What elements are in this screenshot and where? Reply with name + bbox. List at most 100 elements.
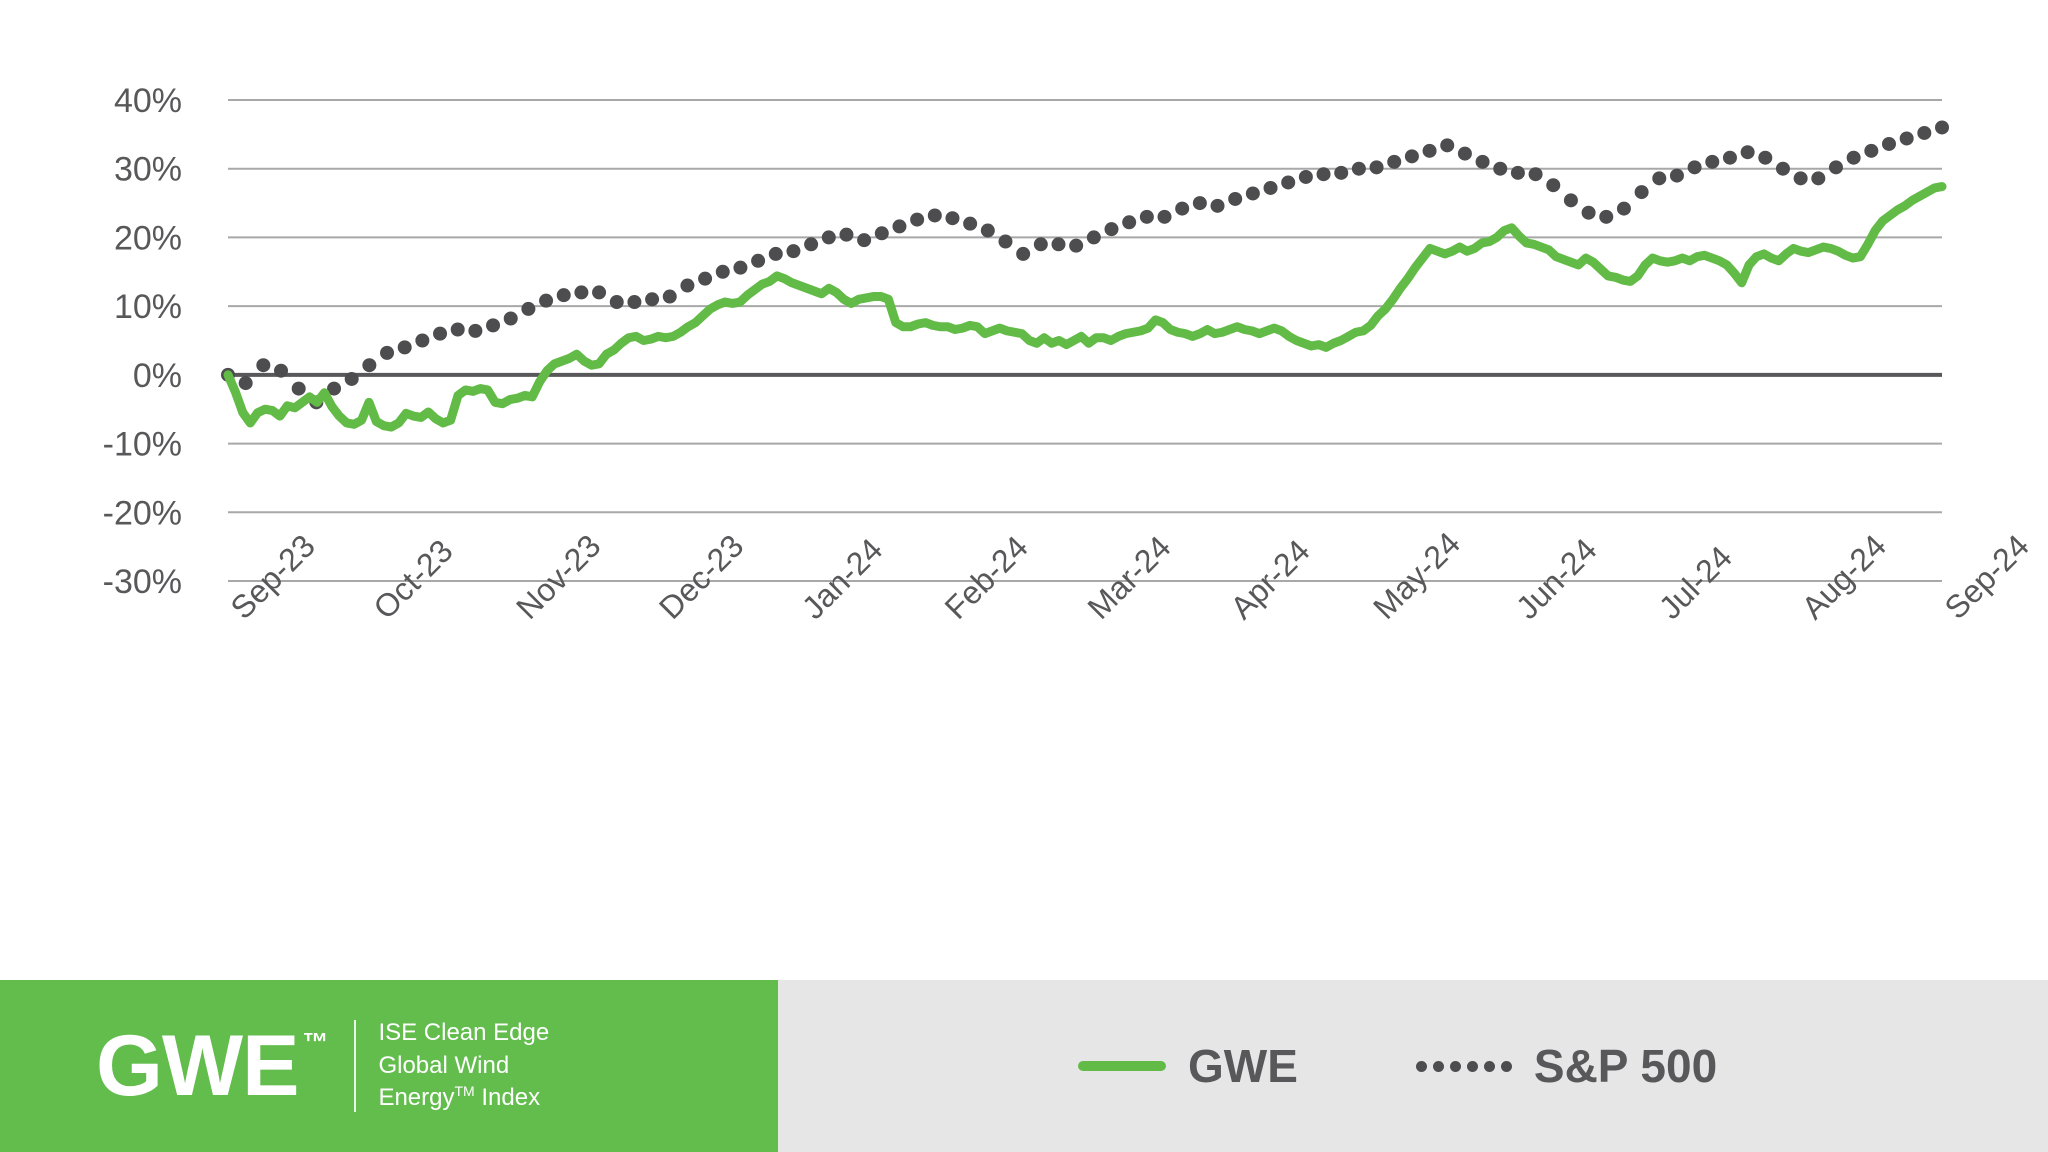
sp500-data-point: [998, 234, 1013, 249]
sp500-data-point: [839, 227, 854, 242]
sp500-data-point: [1122, 215, 1137, 230]
sp500-data-point: [1051, 237, 1066, 252]
x-axis-tick-label: Jan-24: [795, 531, 890, 626]
y-axis-tick-label: 0%: [133, 357, 182, 395]
sp500-data-point: [238, 376, 253, 391]
sp500-data-point: [1157, 209, 1172, 224]
sp500-data-point: [1033, 237, 1048, 252]
logo-subtitle-line-3-pre: Energy: [378, 1084, 455, 1112]
sp500-data-point: [1775, 161, 1790, 176]
sp500-data-point: [397, 340, 412, 355]
sp500-data-point: [556, 288, 571, 303]
y-axis-tick-label: 10%: [114, 288, 182, 326]
sp500-data-point: [1828, 160, 1843, 175]
sp500-data-point: [1175, 201, 1190, 216]
x-axis-tick-label: Jun-24: [1509, 531, 1604, 626]
logo-subtitle-line-1: ISE Clean Edge: [378, 1019, 550, 1047]
sp500-data-point: [1528, 167, 1543, 182]
legend-label-sp500: S&P 500: [1533, 1040, 1718, 1092]
sp500-data-point: [1263, 180, 1278, 195]
sp500-data-point: [1351, 161, 1366, 176]
sp500-data-point: [857, 233, 872, 248]
sp500-data-point: [1758, 150, 1773, 165]
x-axis-tick-label: Oct-23: [366, 533, 459, 626]
sp500-data-point: [1917, 125, 1932, 140]
sp500-data-point: [1493, 161, 1508, 176]
sp500-data-point: [733, 260, 748, 275]
legend-line-swatch-gwe: [1078, 1061, 1166, 1071]
sp500-data-point: [1404, 149, 1419, 164]
sp500-data-point: [1245, 186, 1260, 201]
sp500-data-point: [450, 322, 465, 337]
gwe-line-path: [223, 182, 1947, 432]
sp500-data-point: [1740, 145, 1755, 160]
sp500-data-point: [892, 219, 907, 234]
sp500-data-point: [1440, 138, 1455, 153]
sp500-data-point: [1510, 165, 1525, 180]
y-axis-tick-label: -20%: [103, 494, 182, 532]
x-axis-tick-label: Aug-24: [1795, 528, 1893, 626]
sp500-data-point: [468, 323, 483, 338]
sp500-data-point: [1881, 136, 1896, 151]
sp500-data-point: [1192, 196, 1207, 211]
legend-label-gwe: GWE: [1188, 1040, 1298, 1092]
sp500-data-point: [963, 216, 978, 231]
sp500-data-point: [1864, 143, 1879, 158]
x-axis-tick-label: May-24: [1366, 525, 1467, 626]
sp500-data-point: [662, 289, 677, 304]
sp500-data-point: [1669, 168, 1684, 183]
x-axis-tick-label: Sep-24: [1937, 528, 2035, 626]
sp500-data-point: [1016, 246, 1031, 261]
legend-item-sp500: S&P 500: [1415, 1039, 1718, 1093]
sp500-data-point: [592, 285, 607, 300]
sp500-data-point: [1104, 222, 1119, 237]
performance-line-chart: 40% 30% 20% 10% 0% -10% -20% -30% Sep-23 Oct-23 N…: [103, 82, 2036, 626]
sp500-data-point: [1793, 171, 1808, 186]
sp500-data-point: [945, 211, 960, 226]
sp500-data-point: [486, 318, 501, 333]
sp500-data-point: [910, 212, 925, 227]
sp500-data-point: [521, 301, 536, 316]
sp500-data-point: [1422, 143, 1437, 158]
logo-divider: [354, 1019, 357, 1112]
sp500-data-point: [433, 326, 448, 341]
sp500-data-point: [1581, 205, 1596, 220]
sp500-data-point: [1935, 120, 1949, 135]
sp500-data-point: [980, 223, 995, 238]
sp500-data-point: [1846, 150, 1861, 165]
sp500-data-point: [874, 226, 889, 241]
logo-subtitle-line-3: EnergyTM Index: [378, 1082, 549, 1114]
sp500-data-point: [1652, 171, 1667, 186]
sp500-data-point: [786, 244, 801, 259]
sp500-data-point: [1722, 150, 1737, 165]
sp500-data-point: [1298, 169, 1313, 184]
logo-wordmark: GWE: [96, 1017, 299, 1114]
sp500-data-point: [415, 333, 430, 348]
sp500-data-point: [256, 358, 271, 373]
y-axis-labels-group: 40% 30% 20% 10% 0% -10% -20% -30%: [103, 82, 182, 601]
sp500-data-point: [1069, 238, 1084, 253]
x-axis-labels-group: Sep-23 Oct-23 Nov-23 Dec-23 Jan-24 Feb-24 Mar-…: [223, 525, 2035, 626]
gridlines-group: [228, 99, 1942, 582]
sp500-data-point: [1687, 160, 1702, 175]
sp500-data-point: [751, 253, 766, 268]
sp500-data-point: [1457, 146, 1472, 161]
legend-item-gwe: GWE: [1078, 1039, 1298, 1093]
sp500-data-point: [1616, 201, 1631, 216]
sp500-data-point: [1139, 209, 1154, 224]
x-axis-tick-label: Feb-24: [938, 529, 1035, 626]
sp500-data-point: [680, 278, 695, 293]
sp500-data-point: [821, 230, 836, 245]
x-axis-tick-label: Dec-23: [652, 528, 750, 626]
sp500-data-point: [609, 295, 624, 310]
sp500-data-point: [1599, 209, 1614, 224]
sp500-data-point: [1316, 167, 1331, 182]
sp500-data-point: [362, 358, 377, 373]
sp500-data-point: [1634, 185, 1649, 200]
sp500-data-point: [1546, 178, 1561, 193]
sp500-data-point: [1475, 154, 1490, 169]
legend-dotted-swatch-sp500: [1415, 1060, 1512, 1072]
logo-subtitle-line-3-post: Index: [474, 1084, 541, 1112]
sp500-data-point: [1210, 198, 1225, 213]
sp500-data-point: [539, 293, 554, 308]
